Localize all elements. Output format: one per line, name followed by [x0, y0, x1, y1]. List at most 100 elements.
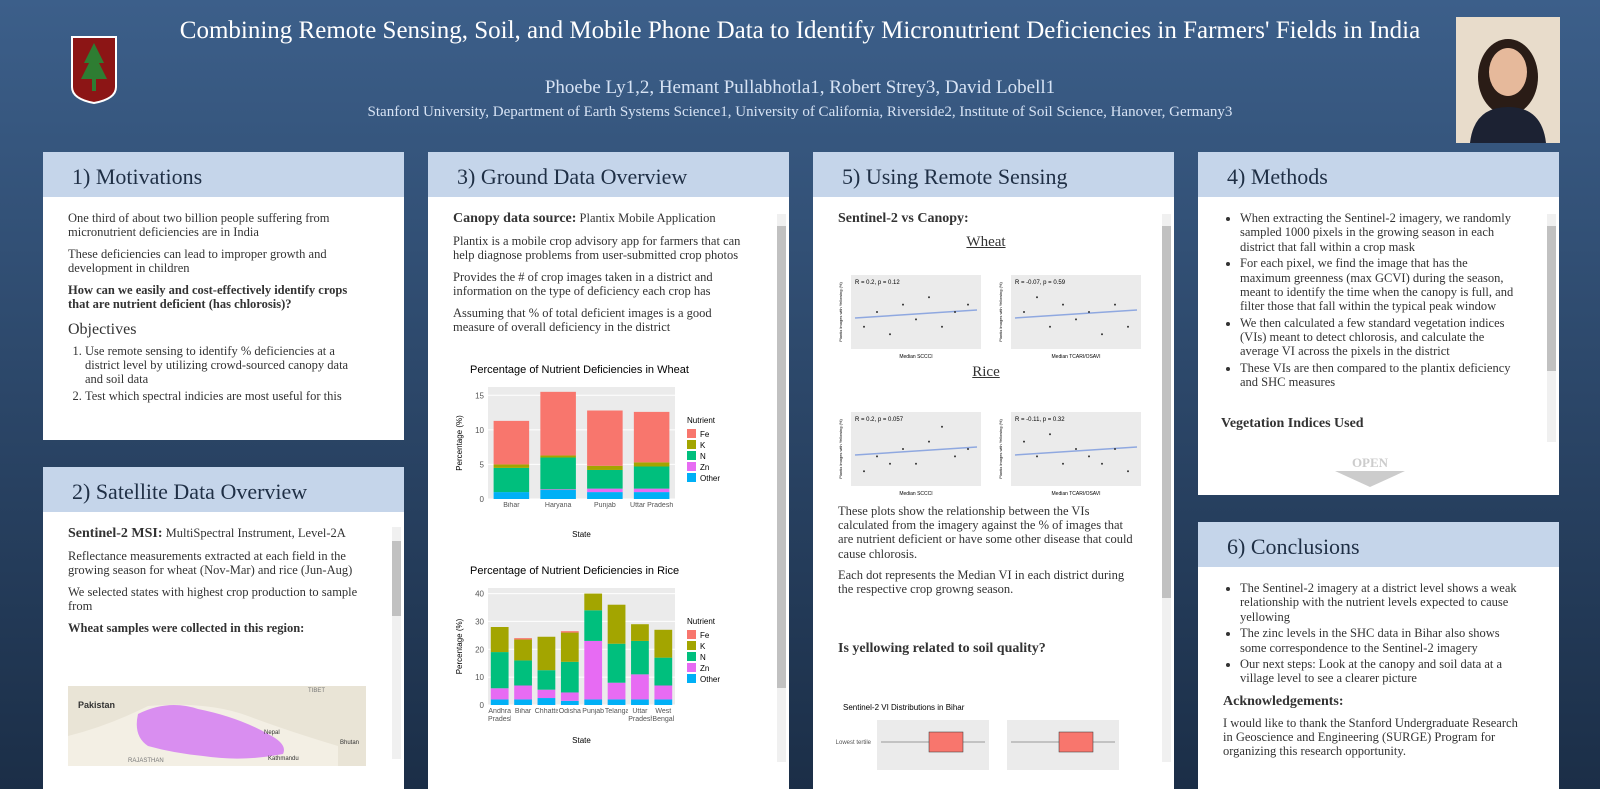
point	[928, 440, 930, 443]
map-label: TIBET	[308, 688, 325, 694]
point	[915, 318, 917, 321]
x-tick-label-box: Bihar	[515, 708, 531, 715]
method-list: When extracting the Sentinel-2 imagery, …	[1223, 211, 1519, 390]
bar-segment	[654, 657, 673, 686]
legend-swatch	[687, 429, 696, 438]
conclusion-list: The Sentinel-2 imagery at a district lev…	[1223, 581, 1519, 686]
bar-segment	[633, 466, 670, 489]
point	[1088, 455, 1090, 458]
map-label: RAJASTHAN	[128, 758, 164, 764]
bar-segment	[587, 488, 623, 493]
chart: R = -0.07, p = 0.59 Median TCARI/OSAVI Pla…	[998, 275, 1141, 360]
paragraph: One third of about two billion people su…	[68, 211, 330, 240]
x-tick-label: Uttar Pradesh	[630, 502, 674, 509]
bar-segment	[584, 699, 603, 705]
x-tick-label: West Bengal	[652, 708, 675, 723]
bar-segment	[514, 639, 532, 661]
point	[967, 448, 969, 450]
objective-list: Use remote sensing to identify % deficie…	[68, 344, 364, 404]
point	[1114, 448, 1116, 450]
bar-segment	[540, 489, 576, 491]
bar-segment	[631, 640, 649, 675]
x-tick-label: Odisha	[558, 708, 581, 715]
plot-background	[851, 275, 981, 349]
authors: Phoebe Ly1,2, Hemant Pullabhotla1, Rober…	[544, 77, 1056, 98]
open-arrow[interactable]	[1335, 471, 1405, 489]
y-tick-label: 15	[475, 391, 484, 400]
label: Canopy data source:	[453, 211, 577, 226]
trend-line	[1014, 446, 1138, 456]
question: How can we easily and cost-effectively i…	[68, 282, 348, 311]
point	[1062, 462, 1064, 465]
bar-segment	[584, 593, 603, 611]
bar-segment	[560, 700, 579, 705]
bar-segment	[537, 689, 556, 699]
map-label: Bhutan	[340, 740, 359, 746]
plot-background	[1011, 275, 1141, 349]
bar-segment	[514, 699, 532, 705]
plot-background	[851, 412, 981, 486]
x-tick-label: Bihar	[503, 502, 520, 509]
subheading: Acknowledgements:	[1223, 693, 1344, 709]
bar-segment	[654, 685, 673, 700]
scrollbar[interactable]	[777, 214, 786, 762]
author-photo	[1456, 17, 1560, 143]
annotation: R = 0.2, p = 0.057	[855, 417, 904, 423]
motivations-panel: 1) Motivations One third of about two bi…	[43, 152, 404, 440]
point	[1088, 311, 1090, 313]
bar-segment	[490, 688, 509, 700]
subheading: Vegetation Indices Used	[1221, 415, 1364, 431]
paragraph: These deficiencies can lead to improper …	[68, 246, 327, 276]
x-tick-label-box: Uttar Pradesh	[628, 708, 651, 723]
bar-segment	[490, 699, 509, 705]
y-axis-label: Plantix Images with Yellowing (%)	[998, 282, 1003, 342]
bar-segment	[587, 410, 623, 466]
bar-segment	[584, 610, 603, 641]
point	[1023, 311, 1025, 313]
scrollbar[interactable]	[1162, 214, 1171, 762]
x-tick-label-box: Uttar Pradesh	[630, 502, 674, 509]
ground-panel: 3) Ground Data Overview Canopy data sour…	[428, 152, 789, 789]
bar-segment	[633, 488, 670, 493]
chart: R = 0.2, p = 0.12 Median SCCCI Plantix Ima…	[838, 275, 981, 360]
map-label: Nepal	[264, 730, 280, 736]
paragraph: I would like to thank the Stanford Under…	[1223, 715, 1518, 759]
paragraph: Each dot represents the Median VI in eac…	[838, 568, 1125, 597]
method: We then calculated a few standard vegeta…	[1240, 316, 1519, 359]
point	[1101, 462, 1103, 465]
scrollbar[interactable]	[1547, 214, 1556, 442]
open-button[interactable]: OPEN	[1334, 455, 1406, 493]
bar-segment	[560, 631, 579, 633]
bar-segment	[540, 457, 576, 490]
subheading: Is yellowing related to soil quality?	[838, 640, 1046, 656]
chart: R = -0.11, p = 0.32 Median TCARI/OSAVI Pla…	[998, 412, 1141, 497]
bar-segment	[654, 699, 673, 705]
text: Plantix Mobile Application	[579, 211, 716, 225]
conclusions-panel: 6) Conclusions The Sentinel-2 imagery at…	[1198, 522, 1559, 789]
bar-segment	[587, 492, 623, 499]
scrollbar[interactable]	[392, 527, 401, 759]
legend-swatch	[687, 440, 696, 449]
bar-segment	[537, 698, 556, 705]
legend-swatch	[687, 674, 696, 683]
point	[928, 296, 930, 299]
point	[1036, 455, 1038, 458]
bar-segment	[490, 627, 509, 653]
trend-line	[854, 446, 978, 456]
legend-label: N	[700, 452, 706, 461]
section-title: 1) Motivations	[43, 152, 404, 197]
bar-segment	[633, 411, 670, 463]
section-body: When extracting the Sentinel-2 imagery, …	[1198, 197, 1559, 443]
point	[1049, 325, 1051, 328]
x-axis-label: Median SCCCI	[899, 491, 932, 497]
point	[1075, 318, 1077, 321]
paragraph: These plots show the relationship betwee…	[838, 503, 1133, 561]
open-label[interactable]: OPEN	[1351, 455, 1389, 470]
point	[941, 325, 943, 328]
conclusion: The Sentinel-2 imagery at a district lev…	[1240, 581, 1519, 624]
bar-segment	[537, 636, 556, 671]
region-map: Pakistan TIBET Nepal Kathmandu Bhutan RA…	[68, 686, 366, 766]
paragraph: Reflectance measurements extracted at ea…	[68, 549, 353, 578]
category-label: Lowest tertile	[836, 740, 872, 746]
bar-segment	[631, 674, 649, 700]
